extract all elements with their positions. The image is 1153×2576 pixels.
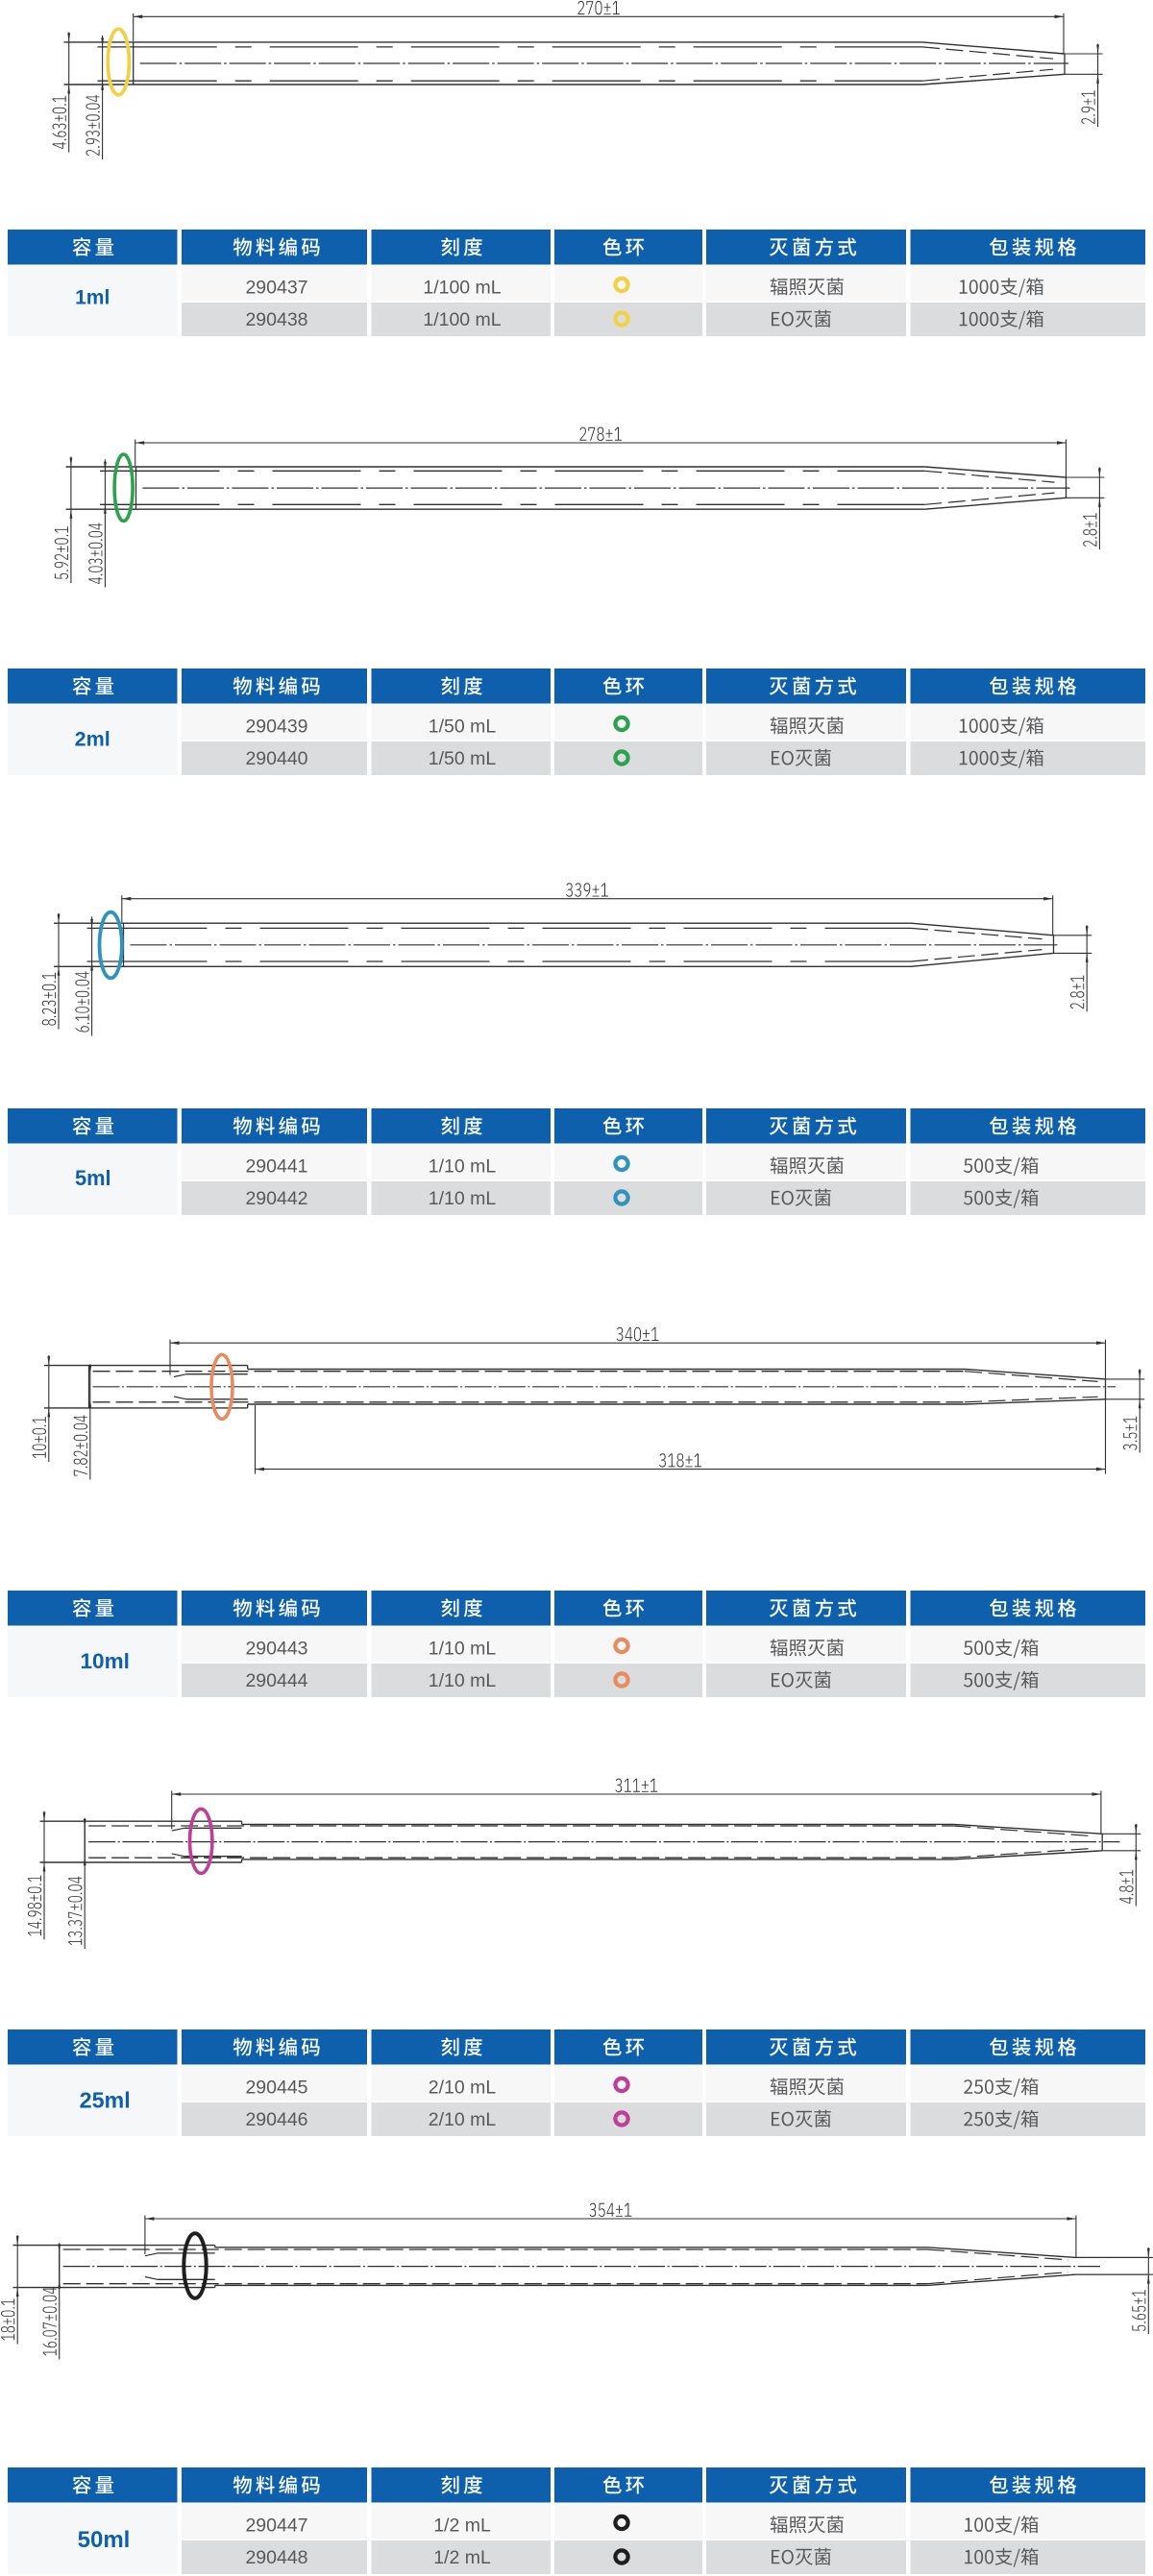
svg-text:1/10 mL: 1/10 mL xyxy=(429,1670,497,1691)
svg-text:1/2 mL: 1/2 mL xyxy=(433,2547,491,2568)
svg-text:1/10 mL: 1/10 mL xyxy=(429,1156,497,1178)
svg-text:290441: 290441 xyxy=(245,1156,307,1178)
svg-text:1/10 mL: 1/10 mL xyxy=(429,1639,497,1660)
svg-text:1/2 mL: 1/2 mL xyxy=(433,2515,491,2537)
svg-text:1/50 mL: 1/50 mL xyxy=(429,748,497,769)
svg-text:1ml: 1ml xyxy=(75,286,110,308)
svg-text:290442: 290442 xyxy=(245,1188,307,1209)
svg-text:290443: 290443 xyxy=(245,1639,307,1660)
svg-text:50ml: 50ml xyxy=(78,2527,131,2553)
svg-text:2ml: 2ml xyxy=(75,727,110,750)
svg-text:1/10 mL: 1/10 mL xyxy=(429,1188,497,1209)
svg-text:25ml: 25ml xyxy=(80,2088,131,2113)
svg-text:290445: 290445 xyxy=(245,2078,307,2099)
svg-text:290448: 290448 xyxy=(245,2547,307,2568)
svg-text:2/10 mL: 2/10 mL xyxy=(429,2109,497,2130)
svg-text:290439: 290439 xyxy=(245,717,307,738)
svg-text:1/50 mL: 1/50 mL xyxy=(429,717,497,738)
svg-text:290446: 290446 xyxy=(245,2109,307,2130)
svg-text:290444: 290444 xyxy=(245,1670,307,1691)
svg-text:2/10 mL: 2/10 mL xyxy=(429,2078,497,2099)
svg-text:10ml: 10ml xyxy=(81,1649,130,1673)
svg-text:290447: 290447 xyxy=(245,2515,307,2537)
svg-text:290437: 290437 xyxy=(245,278,307,299)
svg-text:1/100 mL: 1/100 mL xyxy=(423,278,501,299)
svg-text:1/100 mL: 1/100 mL xyxy=(423,309,501,330)
svg-text:290438: 290438 xyxy=(245,309,307,330)
svg-text:290440: 290440 xyxy=(245,748,307,769)
svg-text:5ml: 5ml xyxy=(75,1166,111,1190)
